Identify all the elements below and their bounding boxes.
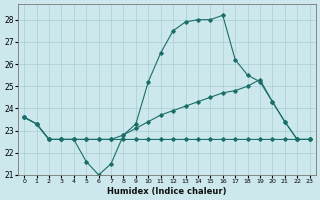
X-axis label: Humidex (Indice chaleur): Humidex (Indice chaleur): [107, 187, 227, 196]
